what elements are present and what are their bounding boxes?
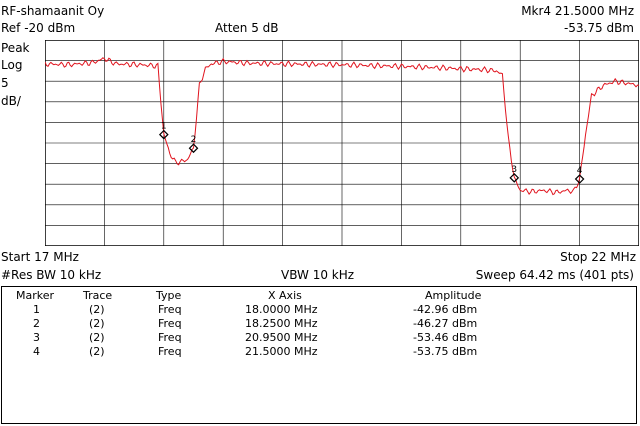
row-type: Freq: [158, 331, 182, 344]
row-marker: 1: [33, 303, 40, 316]
header-marker: Marker: [16, 289, 55, 302]
row-trace: (2): [89, 331, 105, 344]
detector-label: Peak: [1, 41, 30, 55]
row-marker: 2: [33, 317, 40, 330]
header-x-axis: X Axis: [268, 289, 302, 302]
start-frequency-label: Start 17 MHz: [1, 250, 79, 264]
row-marker: 4: [33, 345, 40, 358]
res-bw-label: #Res BW 10 kHz: [1, 268, 102, 282]
row-amplitude: -42.96 dBm: [413, 303, 478, 316]
vbw-label: VBW 10 kHz: [281, 268, 355, 282]
row-x-axis: 18.0000 MHz: [245, 303, 318, 316]
scale-value-label: 5: [1, 76, 9, 90]
row-trace: (2): [89, 317, 105, 330]
row-trace: (2): [89, 303, 105, 316]
active-marker-frequency: Mkr4 21.5000 MHz: [521, 4, 634, 18]
scale-type-label: Log: [1, 58, 23, 72]
row-amplitude: -53.75 dBm: [413, 345, 478, 358]
sweep-label: Sweep 64.42 ms (401 pts): [475, 268, 634, 282]
row-x-axis: 18.2500 MHz: [245, 317, 318, 330]
active-marker-amplitude: -53.75 dBm: [563, 21, 634, 35]
marker-number-3: 3: [511, 165, 517, 175]
row-type: Freq: [158, 317, 182, 330]
header-amplitude: Amplitude: [425, 289, 482, 302]
marker-number-2: 2: [191, 135, 197, 145]
marker-diamond-2: [188, 143, 199, 154]
row-type: Freq: [158, 345, 182, 358]
analyzer-title: RF-shamaanit Oy: [1, 4, 105, 18]
marker-diamond-4: [574, 174, 585, 184]
row-amplitude: -53.46 dBm: [413, 331, 478, 344]
marker-diamond-3: [509, 173, 520, 183]
row-amplitude: -46.27 dBm: [413, 317, 478, 330]
marker-number-1: 1: [161, 122, 167, 132]
spectrum-plot: 1 2 3 4: [45, 40, 639, 246]
row-trace: (2): [89, 345, 105, 358]
marker-diamond-1: [158, 129, 169, 140]
spectrum-trace: [45, 57, 639, 196]
marker-group: 1 2 3 4: [158, 122, 585, 184]
header-trace: Trace: [83, 289, 113, 302]
stop-frequency-label: Stop 22 MHz: [560, 250, 636, 264]
marker-number-4: 4: [577, 166, 583, 176]
row-x-axis: 21.5000 MHz: [245, 345, 318, 358]
row-type: Freq: [158, 303, 182, 316]
plot-grid: [45, 40, 639, 246]
marker-table: Marker Trace Type X Axis Amplitude 1 (2)…: [1, 286, 637, 424]
attenuation-label: Atten 5 dB: [215, 21, 279, 35]
header-type: Type: [156, 289, 182, 302]
scale-unit-label: dB/: [1, 94, 21, 108]
row-marker: 3: [33, 331, 40, 344]
ref-level-label: Ref -20 dBm: [1, 21, 76, 35]
row-x-axis: 20.9500 MHz: [245, 331, 318, 344]
